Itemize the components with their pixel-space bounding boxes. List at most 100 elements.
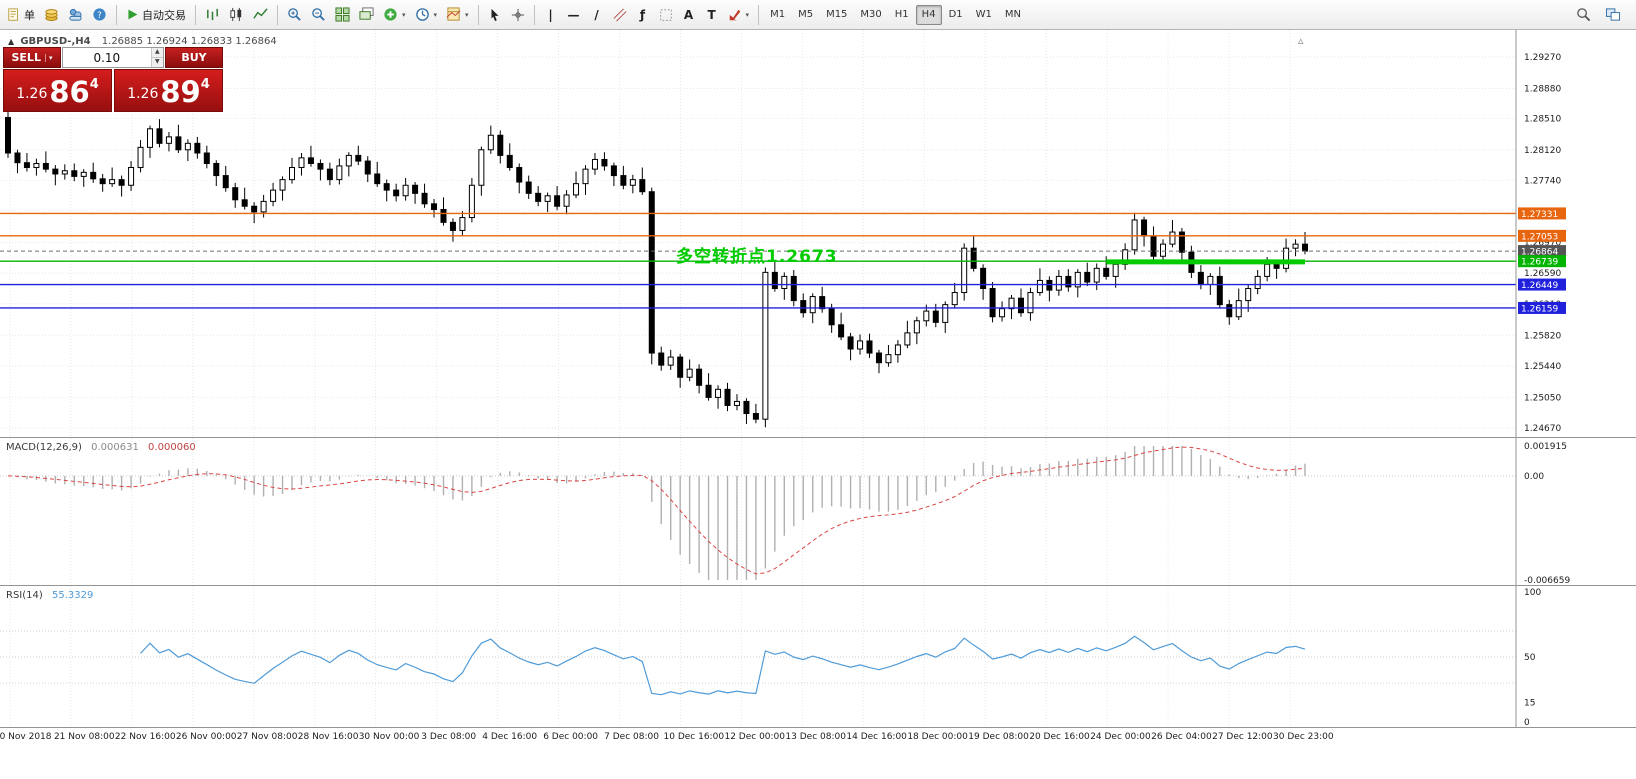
volume-increase-button[interactable]: ▲ — [151, 48, 163, 58]
sell-button[interactable]: SELL ▾ — [3, 47, 61, 68]
buy-price-prefix: 1.26 — [127, 86, 159, 102]
sell-label: SELL — [11, 51, 41, 64]
candlestick-chart-button[interactable] — [225, 3, 248, 27]
shapes-tool-button[interactable] — [655, 3, 677, 27]
time-axis-label: 22 Nov 16:00 — [114, 732, 176, 742]
svg-text:15: 15 — [1524, 699, 1535, 709]
label-tool-button[interactable]: T — [701, 3, 723, 27]
rsi-chart[interactable]: 100 50 15 0 — [0, 586, 1636, 727]
templates-button[interactable]: ▾ — [442, 3, 473, 27]
volume-input[interactable] — [63, 48, 151, 67]
time-axis-label: 20 Dec 16:00 — [1029, 732, 1090, 742]
windows-button[interactable] — [1601, 3, 1625, 27]
svg-text:100: 100 — [1524, 588, 1541, 598]
sell-price-display[interactable]: 1.26 86 4 — [3, 69, 112, 112]
horizontal-line-tool-button[interactable]: — — [563, 3, 585, 27]
svg-text:1.26739: 1.26739 — [1521, 258, 1558, 268]
timeframe-mn-button[interactable]: MN — [1004, 9, 1021, 20]
svg-text:1.27740: 1.27740 — [1524, 176, 1561, 186]
macd-name: MACD(12,26,9) — [6, 442, 82, 453]
cascade-windows-button[interactable] — [355, 3, 378, 27]
timeframe-d1-button[interactable]: D1 — [948, 9, 963, 20]
svg-text:0.00: 0.00 — [1524, 472, 1544, 482]
time-axis-label: 27 Dec 12:00 — [1212, 732, 1273, 742]
timeframe-m5-button[interactable]: M5 — [798, 9, 814, 20]
timeframe-m30-button[interactable]: M30 — [860, 9, 882, 20]
chart-ohlc: 1.26885 1.26924 1.26833 1.26864 — [101, 36, 277, 47]
chart-icon: ▲ — [8, 37, 15, 46]
chevron-down-icon: ▾ — [465, 10, 469, 19]
time-axis-label: 19 Dec 08:00 — [968, 732, 1029, 742]
toolbar: 单 ? 自动交易 — [0, 0, 1636, 30]
line-chart-icon — [253, 8, 268, 19]
community-button[interactable] — [64, 3, 87, 27]
fibonacci-tool-button[interactable]: ƒ — [632, 3, 654, 27]
time-axis-label: 26 Nov 00:00 — [175, 732, 237, 742]
indicators-icon — [384, 8, 397, 21]
svg-text:0: 0 — [1524, 718, 1530, 727]
macd-chart[interactable]: 0.001915 0.00 -0.006659 — [0, 438, 1636, 585]
timeframe-h4-button[interactable]: H4 — [915, 4, 942, 25]
volume-field: ▲ ▼ — [62, 47, 164, 68]
periods-button[interactable]: ▾ — [411, 3, 442, 27]
cursor-tool-button[interactable] — [484, 3, 506, 27]
help-button[interactable]: ? — [88, 3, 111, 27]
time-axis-label: 12 Dec 00:00 — [724, 732, 786, 742]
svg-text:?: ? — [97, 10, 101, 20]
arrow-icon — [729, 9, 740, 20]
autotrading-button[interactable]: 自动交易 — [122, 3, 190, 27]
svg-text:1.25820: 1.25820 — [1524, 331, 1561, 341]
bar-chart-icon — [207, 8, 218, 21]
zoom-out-icon — [312, 8, 325, 21]
zoom-in-icon — [288, 8, 301, 21]
svg-text:50: 50 — [1524, 653, 1536, 663]
text-tool-button[interactable]: A — [678, 3, 700, 27]
fibonacci-icon: ƒ — [639, 7, 646, 22]
text-tool-icon: A — [683, 7, 694, 22]
price-shift-marker[interactable]: ▵ — [1298, 34, 1304, 47]
search-button[interactable] — [1572, 3, 1595, 27]
zoom-in-button[interactable] — [283, 3, 306, 27]
time-axis-label: 4 Dec 16:00 — [482, 732, 538, 742]
tile-windows-button[interactable] — [331, 3, 354, 27]
macd-panel[interactable]: 0.001915 0.00 -0.006659 MACD(12,26,9) 0.00… — [0, 437, 1636, 585]
one-click-trading-panel: SELL ▾ ▲ ▼ BUY 1.26 86 4 — [3, 47, 223, 112]
trendline-icon: / — [594, 7, 599, 22]
timeframe-w1-button[interactable]: W1 — [975, 9, 992, 20]
community-icon — [69, 8, 82, 21]
bar-chart-button[interactable] — [201, 3, 224, 27]
buy-price-display[interactable]: 1.26 89 4 — [114, 69, 223, 112]
buy-button[interactable]: BUY — [165, 47, 223, 68]
main-chart-panel[interactable]: 1.29270 1.28880 1.28510 1.28120 1.27740 1.273… — [0, 30, 1636, 437]
arrows-tool-button[interactable]: ▾ — [724, 3, 754, 27]
svg-text:1.26970: 1.26970 — [1524, 239, 1561, 249]
timeframe-m1-button[interactable]: M1 — [770, 9, 786, 20]
indicators-button[interactable]: ▾ — [379, 3, 410, 27]
svg-text:1.28880: 1.28880 — [1524, 84, 1561, 94]
line-chart-button[interactable] — [249, 3, 272, 27]
shapes-icon — [659, 8, 672, 21]
svg-text:1.26590: 1.26590 — [1524, 269, 1561, 279]
chevron-down-icon: ▾ — [433, 10, 438, 19]
macd-label: MACD(12,26,9) 0.000631 0.000060 — [6, 442, 196, 453]
candlestick-chart[interactable]: 1.29270 1.28880 1.28510 1.28120 1.27740 1.273… — [0, 30, 1636, 437]
zoom-out-button[interactable] — [307, 3, 330, 27]
accounts-button[interactable] — [40, 3, 63, 27]
rsi-panel[interactable]: 100 50 15 0 RSI(14) 55.3329 — [0, 585, 1636, 727]
toolbar-separator — [116, 4, 117, 25]
sell-dropdown-caret-icon[interactable]: ▾ — [44, 53, 52, 62]
new-order-button[interactable]: 单 — [3, 3, 39, 27]
channel-tool-button[interactable] — [609, 3, 631, 27]
timeframe-m15-button[interactable]: M15 — [826, 9, 848, 20]
crosshair-tool-button[interactable] — [507, 3, 529, 27]
time-axis-label: 10 Dec 16:00 — [663, 732, 725, 742]
volume-decrease-button[interactable]: ▼ — [154, 58, 160, 65]
vertical-line-tool-button[interactable]: | — [540, 3, 562, 27]
cascade-windows-icon — [359, 7, 374, 20]
timeframe-h1-button[interactable]: H1 — [894, 9, 909, 20]
macd-value: 0.000631 — [91, 442, 139, 453]
svg-text:0.001915: 0.001915 — [1524, 442, 1567, 452]
trendline-tool-button[interactable]: / — [586, 3, 608, 27]
